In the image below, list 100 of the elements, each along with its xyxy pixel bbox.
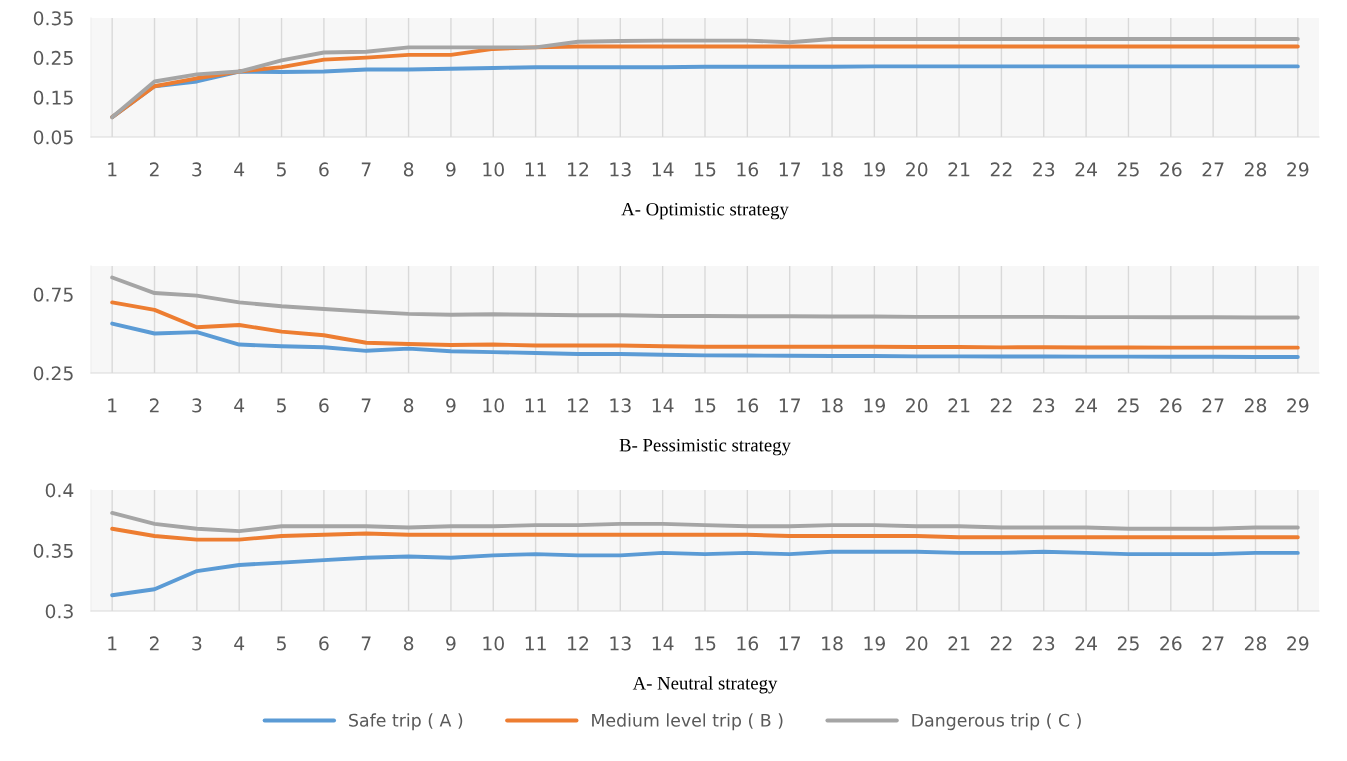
x-tick-label: 15: [695, 162, 716, 177]
x-tick-label: 21: [948, 162, 970, 177]
x-tick-label: 3: [192, 636, 202, 651]
y-tick-label: 0.35: [33, 11, 73, 26]
x-tick-label: 16: [737, 162, 759, 177]
y-tick-label: 0.25: [33, 50, 73, 66]
x-tick-label: 28: [1244, 636, 1267, 651]
x-tick-label: 7: [361, 636, 371, 651]
x-tick-label: 26: [1160, 636, 1182, 651]
x-tick-label: 6: [319, 398, 329, 413]
x-tick-label: 3: [192, 162, 202, 177]
x-tick-label: 20: [906, 398, 928, 413]
x-tick-label: 18: [822, 162, 843, 177]
x-tick-label: 29: [1287, 398, 1309, 413]
x-tick-label: 6: [319, 162, 329, 177]
legend-label: Medium level trip ( B ): [592, 713, 783, 731]
x-axis-title: A- Optimistic strategy: [621, 202, 789, 220]
y-tick-label: 0.3: [45, 604, 73, 619]
x-tick-label: 25: [1117, 398, 1139, 413]
x-tick-label: 8: [403, 162, 414, 177]
x-tick-label: 13: [610, 162, 631, 177]
x-tick-label: 25: [1117, 636, 1139, 651]
y-tick-label: 0.4: [45, 483, 74, 498]
x-tick-label: 29: [1287, 162, 1309, 177]
x-tick-label: 22: [990, 636, 1012, 651]
x-tick-label: 17: [779, 398, 801, 413]
y-tick-label: 0.15: [33, 90, 73, 105]
x-tick-label: 15: [695, 636, 716, 651]
x-tick-label: 11: [525, 162, 546, 177]
x-tick-label: 2: [149, 398, 159, 413]
x-tick-label: 29: [1287, 636, 1309, 651]
x-tick-label: 18: [822, 636, 843, 651]
x-tick-label: 1: [108, 162, 117, 177]
x-tick-label: 9: [446, 398, 456, 413]
x-tick-label: 18: [822, 398, 843, 413]
y-tick-label: 0.35: [33, 543, 73, 558]
x-tick-label: 10: [483, 636, 504, 651]
x-tick-label: 26: [1160, 162, 1182, 177]
x-axis-title: A- Neutral strategy: [632, 676, 778, 694]
x-tick-label: 15: [695, 398, 716, 413]
x-tick-label: 14: [652, 636, 674, 651]
line-series: [110, 549, 1300, 598]
x-tick-label: 4: [234, 636, 245, 651]
line-series: [110, 275, 1300, 320]
x-tick-label: 12: [568, 398, 589, 413]
x-tick-label: 12: [568, 162, 589, 177]
x-tick-label: 23: [1033, 636, 1055, 651]
x-tick-label: 23: [1033, 162, 1055, 177]
x-tick-label: 2: [149, 636, 159, 651]
x-tick-label: 28: [1244, 398, 1267, 413]
x-tick-label: 4: [234, 162, 245, 177]
x-tick-label: 26: [1160, 398, 1182, 413]
x-tick-label: 8: [403, 398, 414, 413]
x-tick-label: 13: [610, 636, 631, 651]
x-tick-label: 6: [319, 636, 329, 651]
y-tick-label: 0.75: [33, 287, 73, 302]
y-tick-label: 0.05: [33, 130, 73, 145]
x-tick-label: 9: [446, 636, 456, 651]
x-axis-title: B- Pessimistic strategy: [619, 438, 791, 456]
x-tick-label: 3: [192, 398, 202, 413]
x-tick-label: 20: [906, 162, 928, 177]
legend-label: Safe trip ( A ): [349, 713, 463, 731]
x-tick-label: 27: [1202, 398, 1224, 413]
x-tick-label: 25: [1117, 162, 1139, 177]
x-tick-label: 11: [525, 398, 546, 413]
x-tick-label: 12: [568, 636, 589, 651]
x-tick-label: 16: [737, 636, 759, 651]
x-tick-label: 14: [652, 162, 674, 177]
x-tick-label: 19: [864, 162, 885, 177]
x-tick-label: 22: [990, 162, 1012, 177]
line-series: [110, 321, 1300, 359]
x-tick-label: 27: [1202, 636, 1224, 651]
x-tick-label: 5: [277, 162, 286, 177]
x-tick-label: 21: [948, 636, 970, 651]
x-tick-label: 13: [610, 398, 631, 413]
x-tick-label: 1: [108, 398, 117, 413]
x-tick-label: 17: [779, 636, 801, 651]
x-tick-label: 24: [1075, 398, 1097, 413]
line-series: [110, 526, 1300, 542]
line-series: [110, 300, 1300, 350]
x-tick-label: 16: [737, 398, 759, 413]
legend-label: Dangerous trip ( C ): [912, 713, 1081, 731]
line-series: [110, 511, 1300, 534]
x-tick-label: 11: [525, 636, 546, 651]
x-tick-label: 10: [483, 398, 504, 413]
x-tick-label: 1: [108, 636, 117, 651]
x-tick-label: 2: [149, 162, 159, 177]
x-tick-label: 24: [1075, 162, 1097, 177]
x-tick-label: 24: [1075, 636, 1097, 651]
x-tick-label: 28: [1244, 162, 1267, 177]
y-tick-label: 0.25: [33, 366, 73, 381]
x-tick-label: 7: [361, 398, 371, 413]
x-tick-label: 19: [864, 398, 885, 413]
x-tick-label: 10: [483, 162, 504, 177]
x-tick-label: 17: [779, 162, 801, 177]
x-tick-label: 4: [234, 398, 245, 413]
x-tick-label: 23: [1033, 398, 1055, 413]
x-tick-label: 20: [906, 636, 928, 651]
x-tick-label: 27: [1202, 162, 1224, 177]
x-tick-label: 5: [277, 636, 286, 651]
